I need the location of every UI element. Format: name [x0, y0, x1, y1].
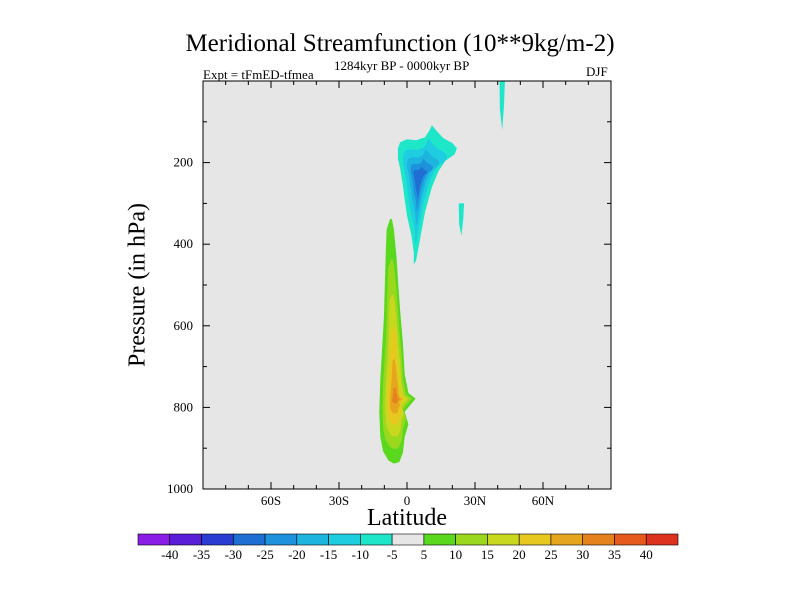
colorbar-swatch — [264, 533, 298, 546]
colorbar-swatch — [487, 533, 520, 546]
x-tick-label: 0 — [404, 493, 411, 508]
y-axis: 200 400 600 800 1000 — [167, 80, 611, 496]
x-axis: 60S 30S 0 30N 60N — [202, 81, 612, 508]
left-subtitle: Expt = tFmED-tfmea — [203, 67, 314, 82]
contour-fills — [375, 81, 505, 483]
colorbar-swatch — [455, 533, 488, 546]
y-tick-label: 800 — [174, 399, 194, 414]
negative-fragment-0 — [499, 81, 505, 130]
x-tick-label: 60S — [261, 493, 281, 508]
colorbar-label: 10 — [449, 547, 462, 562]
colorbar-swatch — [518, 533, 552, 546]
y-tick-label: 200 — [174, 155, 194, 170]
colorbar-swatch — [360, 533, 393, 546]
colorbar-label: -10 — [352, 547, 369, 562]
colorbar-swatch — [582, 533, 615, 546]
colorbar-swatch — [232, 533, 266, 546]
colorbar-label: -25 — [256, 547, 273, 562]
colorbar-swatch — [391, 533, 425, 546]
season-label: DJF — [586, 64, 608, 79]
colorbar-swatch — [423, 533, 456, 546]
colorbar-swatch — [296, 533, 329, 546]
colorbar-swatch — [169, 533, 202, 546]
colorbar-label: 20 — [513, 547, 526, 562]
y-tick-label: 400 — [174, 236, 194, 251]
x-tick-label: 30N — [464, 493, 487, 508]
colorbar-label: -30 — [225, 547, 242, 562]
x-tick-label: 60N — [532, 493, 555, 508]
colorbar-label: -15 — [320, 547, 337, 562]
colorbar-label: 15 — [481, 547, 494, 562]
x-tick-label: 30S — [329, 493, 349, 508]
colorbar-label: -20 — [288, 547, 305, 562]
colorbar-swatch — [137, 533, 171, 546]
center-subtitle: 1284kyr BP - 0000kyr BP — [334, 58, 470, 73]
colorbar-label: 5 — [421, 547, 428, 562]
x-axis-title: Latitude — [367, 505, 447, 531]
colorbar-swatch — [645, 533, 679, 546]
colorbar-label: 25 — [544, 547, 557, 562]
colorbar-swatch — [550, 533, 584, 546]
colorbar: -40 -35 -30 -25 -20 -15 -10 -5 5 10 15 20 25 30 35 40 — [137, 533, 679, 562]
colorbar-label: -5 — [387, 547, 398, 562]
colorbar-label: 35 — [608, 547, 621, 562]
colorbar-swatch — [201, 533, 234, 546]
colorbar-swatch — [614, 533, 647, 546]
colorbar-swatch — [328, 533, 361, 546]
colorbar-label: 40 — [640, 547, 653, 562]
y-tick-label: 600 — [174, 318, 194, 333]
colorbar-label: -35 — [193, 547, 210, 562]
y-tick-label: 1000 — [167, 481, 193, 496]
colorbar-label: -40 — [161, 547, 178, 562]
chart-title: Meridional Streamfunction (10**9kg/m-2) — [185, 30, 615, 57]
colorbar-label: 30 — [576, 547, 589, 562]
positive-contour-level-6 — [392, 387, 400, 404]
negative-fragment-1 — [458, 203, 465, 236]
negative-contour-level-4 — [413, 166, 428, 199]
